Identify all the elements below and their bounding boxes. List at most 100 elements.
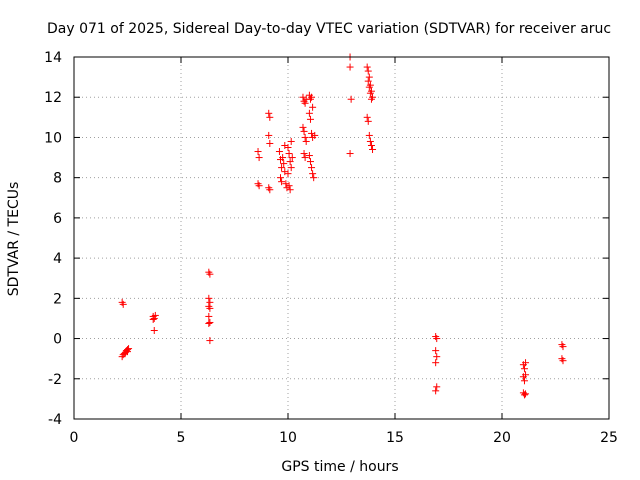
y-tick-label: 8 <box>53 171 62 187</box>
data-point <box>150 314 158 322</box>
data-point <box>559 343 567 351</box>
data-point <box>301 133 309 141</box>
x-tick-label: 10 <box>279 430 297 446</box>
data-point <box>287 137 295 145</box>
data-point <box>286 158 294 166</box>
data-point <box>346 63 354 71</box>
data-point <box>365 83 373 91</box>
data-point <box>278 164 286 172</box>
data-point <box>346 150 354 158</box>
data-point <box>520 365 528 373</box>
data-point <box>308 164 316 172</box>
data-point <box>433 353 441 361</box>
data-point <box>279 154 287 162</box>
data-point <box>206 304 214 312</box>
data-point <box>151 311 159 319</box>
data-point <box>287 164 295 172</box>
data-point <box>266 186 274 194</box>
data-point <box>206 298 214 306</box>
data-point <box>522 390 530 398</box>
data-point <box>306 158 314 166</box>
y-tick-label: 4 <box>53 251 62 267</box>
data-point <box>275 148 283 156</box>
data-point <box>520 391 528 399</box>
data-point <box>309 103 317 111</box>
data-point <box>265 109 273 117</box>
data-point <box>559 357 567 365</box>
data-point <box>302 137 310 145</box>
y-tick-label: -4 <box>48 412 62 428</box>
x-tick-label: 15 <box>386 430 404 446</box>
data-point <box>432 387 440 395</box>
data-point <box>300 127 308 135</box>
y-tick-label: 6 <box>53 211 62 227</box>
data-point <box>433 383 441 391</box>
data-point <box>149 315 157 323</box>
data-point <box>369 146 377 154</box>
data-point <box>288 154 296 162</box>
data-point <box>433 335 441 343</box>
data-point <box>277 174 285 182</box>
data-point <box>364 67 372 75</box>
data-point <box>309 170 317 178</box>
y-tick-label: 14 <box>44 50 62 66</box>
data-point <box>364 117 372 125</box>
data-point <box>520 377 528 385</box>
data-point <box>301 154 309 162</box>
data-point <box>522 371 530 379</box>
x-tick-label: 20 <box>493 430 511 446</box>
data-point <box>284 170 292 178</box>
data-point <box>310 174 318 182</box>
data-point <box>366 89 374 97</box>
data-point <box>347 95 355 103</box>
data-point <box>285 150 293 158</box>
data-point <box>311 131 319 139</box>
y-axis-label: SDTVAR / TECUs <box>6 182 22 297</box>
y-tick-label: 0 <box>53 332 62 348</box>
data-point <box>364 77 372 85</box>
data-point <box>205 312 213 320</box>
data-point <box>308 93 316 101</box>
data-point <box>365 131 373 139</box>
data-point <box>305 109 313 117</box>
data-point <box>266 139 274 147</box>
data-point <box>301 99 309 107</box>
chart-title: Day 071 of 2025, Sidereal Day-to-day VTE… <box>47 21 611 37</box>
data-point <box>367 95 375 103</box>
data-point <box>254 148 262 156</box>
data-point <box>205 294 213 302</box>
data-point <box>255 182 263 190</box>
x-tick-label: 0 <box>70 430 79 446</box>
data-point <box>300 150 308 158</box>
data-point <box>363 63 371 71</box>
x-tick-label: 5 <box>177 430 186 446</box>
x-tick-label: 25 <box>600 430 618 446</box>
data-point <box>255 154 263 162</box>
y-tick-label: 10 <box>44 130 62 146</box>
grid-lines <box>74 57 609 419</box>
data-point <box>305 152 313 160</box>
y-tick-label: 2 <box>53 291 62 307</box>
data-point <box>306 115 314 123</box>
data-point <box>285 182 293 190</box>
data-point <box>150 327 158 335</box>
data-point <box>265 131 273 139</box>
y-tick-label: 12 <box>44 90 62 106</box>
data-point <box>278 178 286 186</box>
data-point <box>206 337 214 345</box>
data-point <box>205 319 213 327</box>
data-point <box>280 160 288 168</box>
data-point <box>286 186 294 194</box>
data-point <box>363 113 371 121</box>
data-point <box>206 318 214 326</box>
data-point <box>206 270 214 278</box>
data-point <box>365 73 373 81</box>
data-point <box>281 141 289 149</box>
data-point <box>366 137 374 145</box>
axis-ticks: 0 5 10 15 20 25 -4 -2 0 2 4 6 8 10 12 14 <box>44 50 618 446</box>
data-point <box>119 300 127 308</box>
data-point <box>125 345 133 353</box>
data-point <box>266 113 274 121</box>
data-points <box>118 53 567 399</box>
